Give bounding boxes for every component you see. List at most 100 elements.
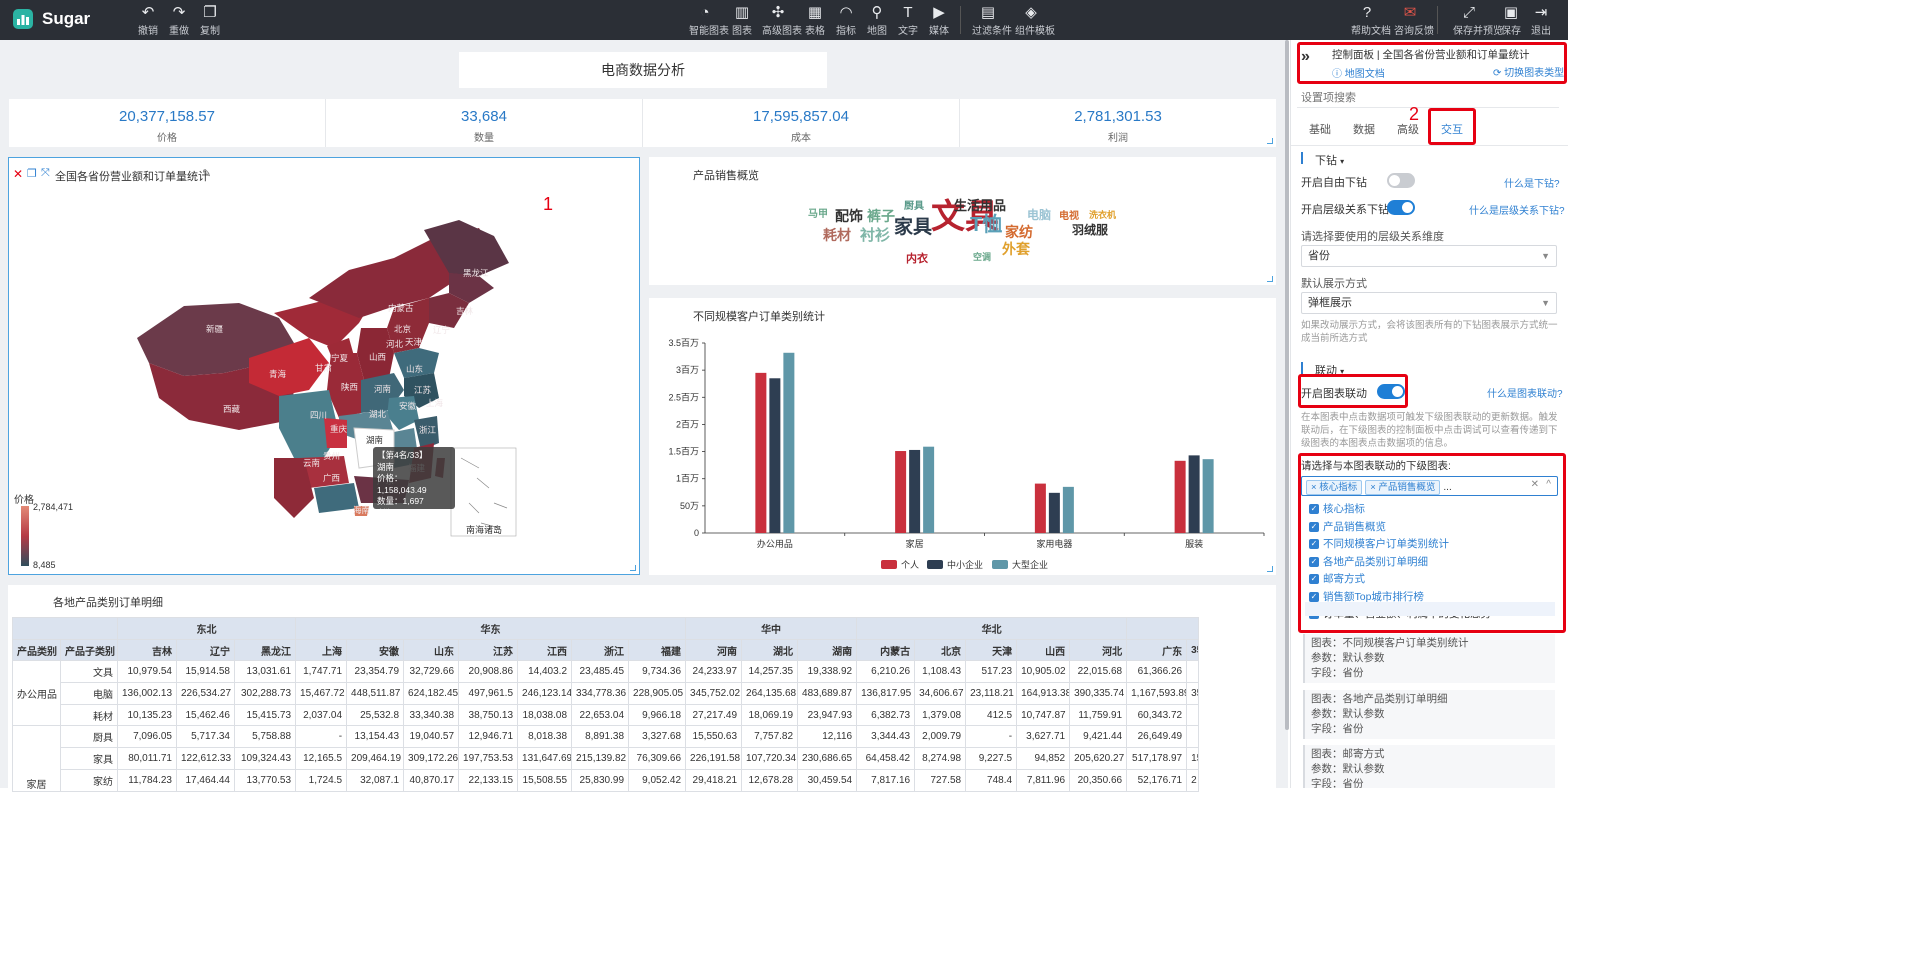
column-header[interactable]: 湖北: [741, 638, 799, 662]
resize-handle[interactable]: [630, 565, 636, 571]
kpi-panel[interactable]: 20,377,158.57 价格 33,684 数量 17,595,857.04…: [9, 99, 1276, 147]
linked-chart-option[interactable]: ✓ 不同规模客户订单类别统计: [1309, 536, 1449, 551]
duplicate-icon[interactable]: ❐: [27, 168, 37, 180]
delete-icon[interactable]: ✕: [13, 167, 24, 181]
wordcloud-word[interactable]: 配饰: [835, 208, 863, 224]
drill-section-title[interactable]: 下钻 ▾: [1315, 152, 1344, 168]
chart-link-toggle[interactable]: [1377, 384, 1405, 399]
bar[interactable]: [1048, 492, 1060, 533]
linked-chart-option[interactable]: ✓ 销售额Top城市排行榜: [1309, 589, 1424, 604]
wordcloud-word[interactable]: 衬衫: [860, 226, 891, 244]
toolbar-filter-button[interactable]: ▤ 过滤条件: [972, 4, 1012, 37]
column-header[interactable]: 湖南: [797, 638, 858, 662]
kpi-price[interactable]: 20,377,158.57 价格: [9, 99, 326, 147]
app-logo[interactable]: Sugar: [12, 8, 90, 30]
collapse-panel-icon[interactable]: »: [1301, 48, 1310, 65]
kpi-profit[interactable]: 2,781,301.53 利润: [960, 99, 1276, 147]
wordcloud-word[interactable]: 厨具: [904, 201, 924, 212]
toolbar-map-pin-button[interactable]: ⚲ 地图: [861, 4, 893, 37]
free-drill-help-link[interactable]: 什么是下钻?: [1504, 179, 1560, 190]
switch-chart-type-link[interactable]: ⟳ 切换图表类型: [1493, 68, 1565, 79]
column-header[interactable]: 北京: [914, 638, 967, 662]
linked-chart-option[interactable]: ✓ 核心指标: [1309, 501, 1365, 516]
edit-pencil-icon[interactable]: ✎: [202, 168, 212, 180]
dashboard-title[interactable]: 电商数据分析: [459, 52, 827, 88]
checkbox-checked-icon[interactable]: ✓: [1309, 556, 1319, 567]
link-param-card[interactable]: 图表：邮寄方式 参数：默认参数 字段：省份: [1303, 745, 1555, 788]
dimension-select[interactable]: 省份 ▼: [1301, 245, 1557, 267]
bar[interactable]: [755, 372, 767, 533]
bar[interactable]: [1174, 460, 1186, 533]
tab-data[interactable]: 数据: [1353, 124, 1375, 136]
link-param-card[interactable]: 图表：不同规模客户订单类别统计 参数：默认参数 字段：省份: [1303, 634, 1555, 683]
column-header[interactable]: 天津: [965, 638, 1018, 662]
linked-chart-option[interactable]: ✓ 各地产品类别订单明细: [1309, 554, 1428, 569]
toolbar-help-button[interactable]: ? 帮助文档: [1351, 4, 1391, 37]
column-header[interactable]: 吉林: [117, 638, 177, 662]
link-section-title[interactable]: 联动 ▾: [1315, 362, 1344, 378]
legend-label[interactable]: 个人: [901, 560, 919, 570]
fullscreen-icon[interactable]: ⤧: [41, 167, 50, 179]
column-header[interactable]: 产品类别: [12, 638, 61, 662]
link-param-card[interactable]: 图表：各地产品类别订单明细 参数：默认参数 字段：省份: [1303, 690, 1555, 739]
tab-advanced[interactable]: 高级: [1397, 124, 1419, 136]
checkbox-checked-icon[interactable]: ✓: [1309, 503, 1319, 514]
bar[interactable]: [1188, 455, 1200, 533]
bar[interactable]: [1202, 459, 1214, 533]
toolbar-undo-button[interactable]: ↶ 撤销: [132, 4, 164, 37]
column-header[interactable]: 安徽: [346, 638, 405, 662]
column-header[interactable]: 山东: [403, 638, 460, 662]
linked-chart-multiselect[interactable]: × 核心指标 × 产品销售概览... ✕ ^: [1301, 476, 1558, 496]
wordcloud-word[interactable]: 羽绒服: [1072, 223, 1109, 237]
toolbar-advanced-chart-button[interactable]: ✣ 高级图表: [762, 4, 802, 37]
kpi-quantity[interactable]: 33,684 数量: [326, 99, 643, 147]
column-header[interactable]: 黑龙江: [233, 638, 297, 662]
column-header[interactable]: 山西: [1016, 638, 1071, 662]
clear-icon[interactable]: ✕: [1530, 479, 1539, 490]
wordcloud-word[interactable]: T恤: [970, 214, 1003, 236]
toolbar-chart-button[interactable]: ▥ 图表: [726, 4, 758, 37]
wordcloud-word[interactable]: 外套: [1002, 241, 1030, 257]
toolbar-expand-button[interactable]: ⤢ 保存并预览: [1453, 4, 1503, 37]
column-header[interactable]: 河北: [1069, 638, 1128, 662]
china-map[interactable]: [9, 158, 641, 576]
toolbar-text-button[interactable]: T 文字: [892, 4, 924, 37]
legend-swatch[interactable]: [881, 560, 897, 569]
toolbar-copy-button[interactable]: ❐ 复制: [194, 4, 226, 37]
wordcloud-word[interactable]: 耗材: [823, 227, 851, 243]
toolbar-smart-chart-button[interactable]: ◔ 智能图表: [689, 4, 729, 37]
map-doc-link[interactable]: ⓘ 地图文档: [1332, 69, 1385, 80]
wordcloud-word[interactable]: 生活用品: [954, 197, 1007, 213]
wordcloud-word[interactable]: 内衣: [906, 252, 928, 265]
bar[interactable]: [783, 352, 795, 533]
legend-swatch[interactable]: [927, 560, 943, 569]
toolbar-redo-button[interactable]: ↷ 重做: [163, 4, 195, 37]
wordcloud-word[interactable]: 电视: [1059, 211, 1079, 222]
bar[interactable]: [769, 378, 781, 533]
bar[interactable]: [895, 451, 907, 533]
map-chart-panel[interactable]: ✕ ❐ ⤧ 全国各省份营业额和订单量统计 ✎: [8, 157, 640, 575]
tag-product-overview[interactable]: × 产品销售概览: [1365, 480, 1441, 495]
column-header[interactable]: 河南: [685, 638, 743, 662]
resize-handle[interactable]: [1267, 566, 1273, 572]
toolbar-exit-button[interactable]: ⇥ 退出: [1525, 4, 1557, 37]
column-header[interactable]: 35: [1186, 638, 1200, 662]
checkbox-checked-icon[interactable]: ✓: [1309, 538, 1319, 549]
tab-basic[interactable]: 基础: [1309, 124, 1331, 136]
table-panel[interactable]: 各地产品类别订单明细 东北 华东 华中 华北 产品类别 产品子类别 吉林 辽宁 黑龙江 上海 安徽山…: [8, 585, 1276, 795]
wordcloud-word[interactable]: 洗衣机: [1089, 209, 1117, 220]
free-drill-toggle[interactable]: [1387, 173, 1415, 188]
linked-chart-option[interactable]: ✓ 邮寄方式: [1309, 571, 1365, 586]
wordcloud-panel[interactable]: 产品销售概览 文具 家具 T恤 生活用品 裤子 配饰 衬衫 耗材 家纺 外套 羽绒服 内衣 厨具 电脑 电视…: [649, 157, 1276, 285]
wordcloud-word[interactable]: 家纺: [1005, 224, 1033, 240]
bar[interactable]: [909, 449, 921, 533]
settings-search-input[interactable]: [1297, 88, 1559, 108]
column-header[interactable]: 江西: [517, 638, 573, 662]
wordcloud-word[interactable]: 电脑: [1027, 208, 1052, 222]
chevron-up-icon[interactable]: ^: [1546, 479, 1551, 490]
hier-drill-help-link[interactable]: 什么是层级关系下钻?: [1469, 206, 1565, 217]
resize-handle[interactable]: [1267, 138, 1273, 144]
bar-chart-panel[interactable]: 不同规模客户订单类别统计 0 50万 1百万 1.5百万 2百万 2.5百万 3百万 3.5百…: [649, 298, 1276, 575]
display-mode-select[interactable]: 弹框展示 ▼: [1301, 292, 1557, 314]
